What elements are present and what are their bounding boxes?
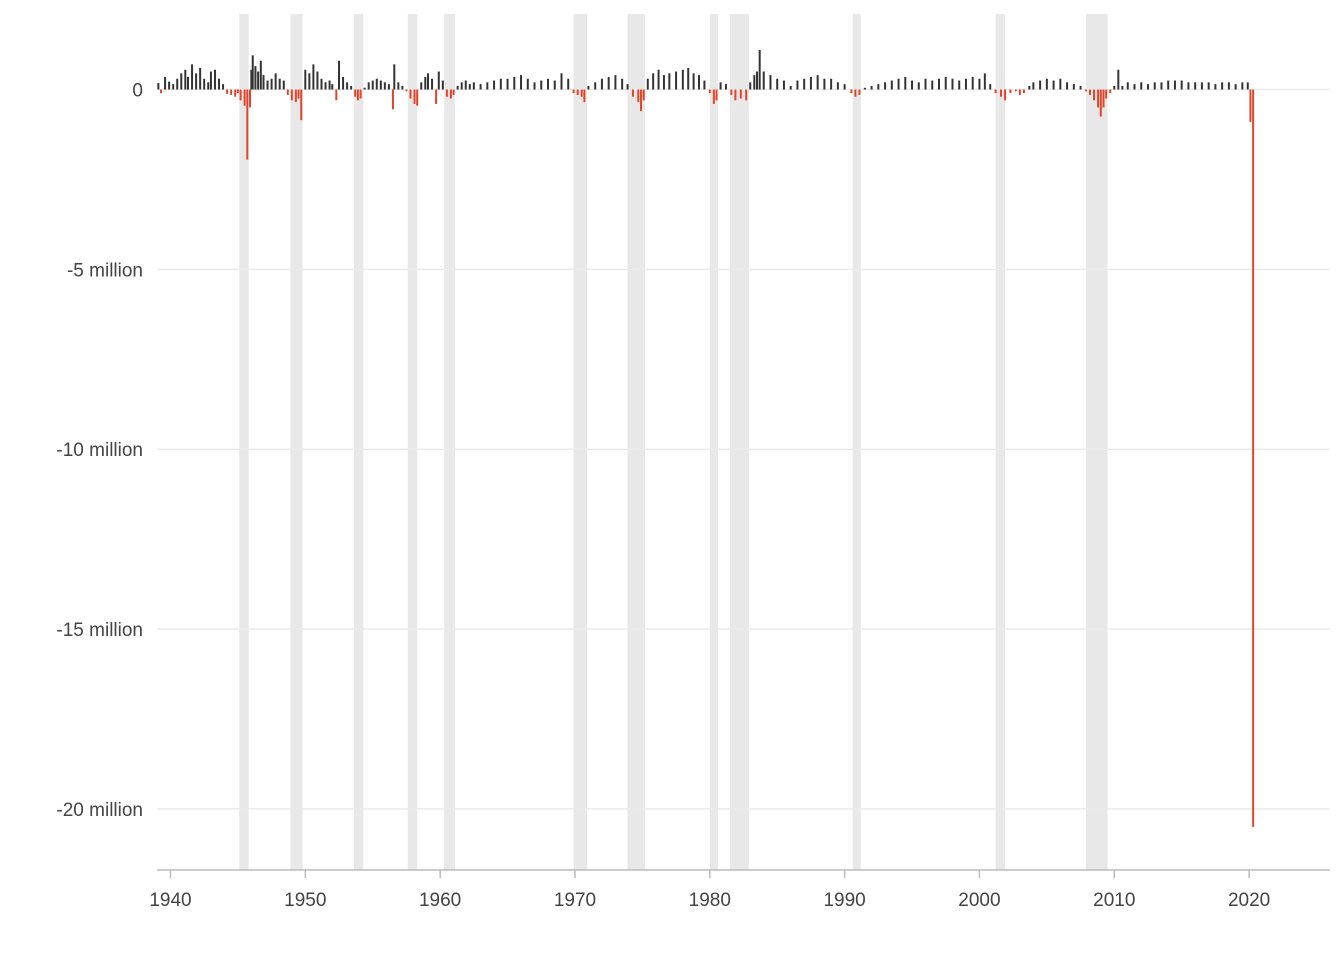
x-tick-label: 2020 bbox=[1228, 890, 1270, 911]
recession-band-10 bbox=[995, 14, 1006, 870]
recession-band-9 bbox=[852, 14, 861, 870]
y-tick-label: -20 million bbox=[56, 800, 143, 821]
x-tick-label: 2010 bbox=[1093, 890, 1135, 911]
y-tick-label: -10 million bbox=[56, 440, 143, 461]
recession-band-2 bbox=[353, 14, 364, 870]
monthly-bars bbox=[157, 49, 1255, 827]
recession-band-6 bbox=[627, 14, 646, 870]
x-tick-label: 1980 bbox=[689, 890, 731, 911]
recession-band-7 bbox=[709, 14, 718, 870]
recession-band-3 bbox=[407, 14, 418, 870]
x-tick-label: 1970 bbox=[554, 890, 596, 911]
x-tick-label: 1940 bbox=[149, 890, 191, 911]
x-tick-label: 2000 bbox=[958, 890, 1000, 911]
recession-band-0 bbox=[239, 14, 249, 870]
x-tick-label: 1960 bbox=[419, 890, 461, 911]
recession-band-4 bbox=[444, 14, 455, 870]
y-tick-label: 0 bbox=[132, 81, 143, 102]
y-tick-label: -5 million bbox=[67, 260, 143, 281]
y-axis-labels: 0 -5 million -10 million -15 million -20 mil… bbox=[56, 81, 143, 821]
x-tick-label: 1990 bbox=[823, 890, 865, 911]
x-tick-label: 1950 bbox=[284, 890, 326, 911]
recession-band-1 bbox=[290, 14, 303, 870]
y-tick-label: -15 million bbox=[56, 620, 143, 641]
recession-bands bbox=[239, 14, 1108, 870]
recession-band-11 bbox=[1085, 14, 1108, 870]
recession-band-8 bbox=[730, 14, 749, 870]
recession-band-5 bbox=[573, 14, 588, 870]
x-axis: 1940 1950 1960 1970 1980 1990 2000 2010 2020 bbox=[149, 869, 1330, 911]
